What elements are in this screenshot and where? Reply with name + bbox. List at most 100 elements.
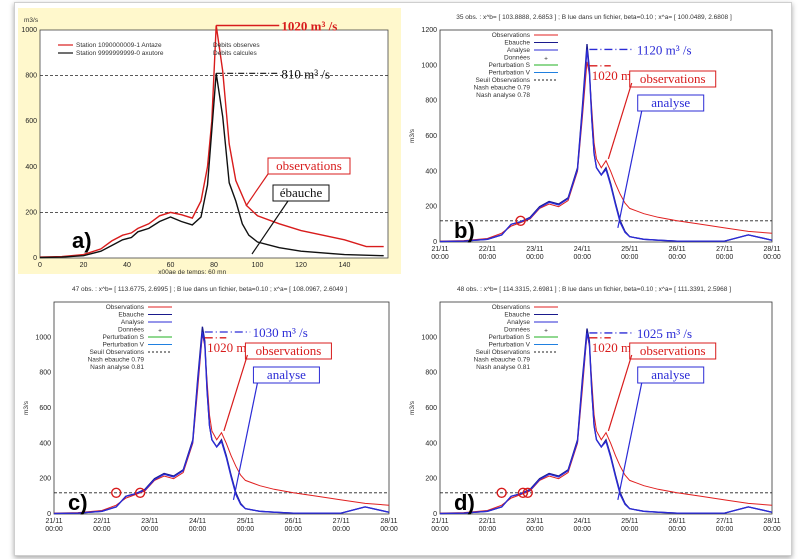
y-tick-a-4: 800 xyxy=(25,73,37,80)
other-arrow-a xyxy=(251,200,289,255)
x-tick-date-c-1: 22/11 xyxy=(93,518,110,525)
legend-c-1: Ebauche xyxy=(118,312,144,319)
x-tick-date-b-1: 22/11 xyxy=(479,246,496,253)
legend-c-6: Seuil Observations xyxy=(89,349,144,356)
x-tick-date-b-5: 26/11 xyxy=(669,246,686,253)
x-tick-date-d-3: 24/11 xyxy=(574,518,591,525)
legend-c-7: Nash ebauche 0.79 xyxy=(88,357,145,364)
y-tick-d-2: 400 xyxy=(425,440,437,447)
y-tick-b-6: 1200 xyxy=(421,27,437,34)
y-tick-d-4: 800 xyxy=(425,370,437,377)
x-tick-date-c-2: 23/11 xyxy=(141,518,158,525)
x-tick-time-c-5: 00:00 xyxy=(285,526,303,533)
y-axis-label-d: m3/s xyxy=(409,400,416,415)
legend-d-7: Nash ebauche 0.79 xyxy=(474,357,531,364)
peak-label-a-obs: 1020 m³ /s xyxy=(281,18,337,33)
x-tick-time-c-6: 00:00 xyxy=(332,526,350,533)
x-tick-date-b-7: 28/11 xyxy=(764,246,781,253)
x-tick-date-c-3: 24/11 xyxy=(189,518,206,525)
legend-b-4: Perturbation S xyxy=(488,62,530,69)
analyse-box-c xyxy=(252,366,320,384)
x-tick-date-d-1: 22/11 xyxy=(479,518,496,525)
peak-label-d-a: 1025 m³ /s xyxy=(637,326,692,341)
x-axis-label-a: x00ae de temps: 60 mn xyxy=(158,269,226,274)
x-tick-time-b-6: 00:00 xyxy=(716,254,734,261)
legend-marker-c-3: + xyxy=(158,328,162,335)
x-tick-date-b-3: 24/11 xyxy=(574,246,591,253)
x-tick-date-d-5: 26/11 xyxy=(669,518,686,525)
y-tick-a-1: 200 xyxy=(25,209,37,216)
peak-label-c-a: 1030 m³ /s xyxy=(253,325,308,340)
analyse-arrow-d xyxy=(617,382,643,500)
legend-b-2: Analyse xyxy=(507,47,531,54)
x-tick-date-d-4: 25/11 xyxy=(621,518,638,525)
x-tick-date-b-2: 23/11 xyxy=(526,246,543,253)
y-tick-b-2: 400 xyxy=(425,168,437,175)
obs-box-d xyxy=(629,342,717,360)
x-tick-a-7: 140 xyxy=(339,262,351,269)
x-tick-date-d-2: 23/11 xyxy=(526,518,543,525)
y-tick-c-4: 800 xyxy=(39,370,51,377)
legend-c-4: Perturbation S xyxy=(102,334,144,341)
legend-d-0: Observations xyxy=(492,304,531,311)
x-tick-time-d-0: 00:00 xyxy=(431,526,449,533)
analyse-label-d: analyse xyxy=(651,367,690,382)
x-tick-time-b-3: 00:00 xyxy=(574,254,592,261)
analyse-label-c: analyse xyxy=(267,367,306,382)
chart-b-svg: 35 obs. : x^b= [ 103.8888, 2.6853 ] ; B … xyxy=(409,14,781,261)
obs-point-d-2 xyxy=(522,487,533,499)
x-tick-date-c-5: 26/11 xyxy=(285,518,302,525)
y-tick-b-4: 800 xyxy=(425,98,437,105)
y-tick-a-5: 1000 xyxy=(21,27,37,34)
x-tick-time-d-4: 00:00 xyxy=(621,526,639,533)
panel-letter-c: c) xyxy=(68,490,88,515)
x-tick-date-c-4: 25/11 xyxy=(237,518,254,525)
analyse-label-b: analyse xyxy=(651,95,690,110)
legend-d-4: Perturbation S xyxy=(488,334,530,341)
analyse-box-d xyxy=(637,366,705,384)
title-d: 48 obs. : x^b= [ 114.3315, 2.6981 ] ; B … xyxy=(457,286,731,293)
y-tick-d-3: 600 xyxy=(425,405,437,412)
x-tick-time-c-7: 00:00 xyxy=(380,526,398,533)
legend-d-8: Nash analyse 0.81 xyxy=(476,364,530,371)
legend-right-a-0: Debits observes xyxy=(213,42,260,49)
y-tick-d-0: 0 xyxy=(433,511,437,518)
y-axis-label-c: m3/s xyxy=(23,400,30,415)
y-tick-a-3: 600 xyxy=(25,118,37,125)
legend-c-2: Analyse xyxy=(121,319,145,326)
y-tick-b-0: 0 xyxy=(433,239,437,246)
legend-b-5: Perturbation V xyxy=(488,70,530,77)
x-tick-a-6: 120 xyxy=(295,262,307,269)
x-tick-time-c-3: 00:00 xyxy=(189,526,207,533)
panel-letter-d: d) xyxy=(454,490,475,515)
analyse-arrow-b xyxy=(617,110,643,228)
legend-b-1: Ebauche xyxy=(504,40,530,47)
legend-c-8: Nash analyse 0.81 xyxy=(90,364,144,371)
x-tick-time-d-3: 00:00 xyxy=(574,526,592,533)
series-a-0 xyxy=(39,25,384,258)
y-tick-c-0: 0 xyxy=(47,511,51,518)
legend-a-1: Station 9999999999-0 axutore xyxy=(76,50,164,57)
legend-b-7: Nash ebauche 0.79 xyxy=(474,85,531,92)
y-tick-d-1: 200 xyxy=(425,476,437,483)
obs-arrow-d xyxy=(607,354,633,432)
x-tick-date-b-4: 25/11 xyxy=(621,246,638,253)
legend-b-3: Données xyxy=(504,55,531,62)
panel-a: m3/s 0 200 400 600 800 1000 0 20 40 60 80 100 120 140 x… xyxy=(18,8,401,274)
x-tick-time-b-2: 00:00 xyxy=(526,254,544,261)
series-c-0 xyxy=(53,333,390,514)
x-tick-time-b-1: 00:00 xyxy=(479,254,497,261)
y-tick-d-5: 1000 xyxy=(421,334,437,341)
panel-letter-b: b) xyxy=(454,218,475,243)
x-tick-time-b-7: 00:00 xyxy=(763,254,781,261)
title-c: 47 obs. : x^b= [ 113.6775, 2.6995 ] ; B … xyxy=(72,286,347,293)
peak-label-a-other: 810 m³ /s xyxy=(281,66,330,81)
x-tick-date-d-6: 27/11 xyxy=(716,518,733,525)
legend-b-0: Observations xyxy=(492,32,531,39)
obs-box-b xyxy=(629,70,717,88)
obs-label-a: observations xyxy=(276,158,342,173)
obs-arrow-b xyxy=(607,82,633,160)
x-tick-time-c-0: 00:00 xyxy=(45,526,63,533)
x-tick-date-d-7: 28/11 xyxy=(764,518,781,525)
title-b: 35 obs. : x^b= [ 103.8888, 2.6853 ] ; B … xyxy=(456,14,732,21)
